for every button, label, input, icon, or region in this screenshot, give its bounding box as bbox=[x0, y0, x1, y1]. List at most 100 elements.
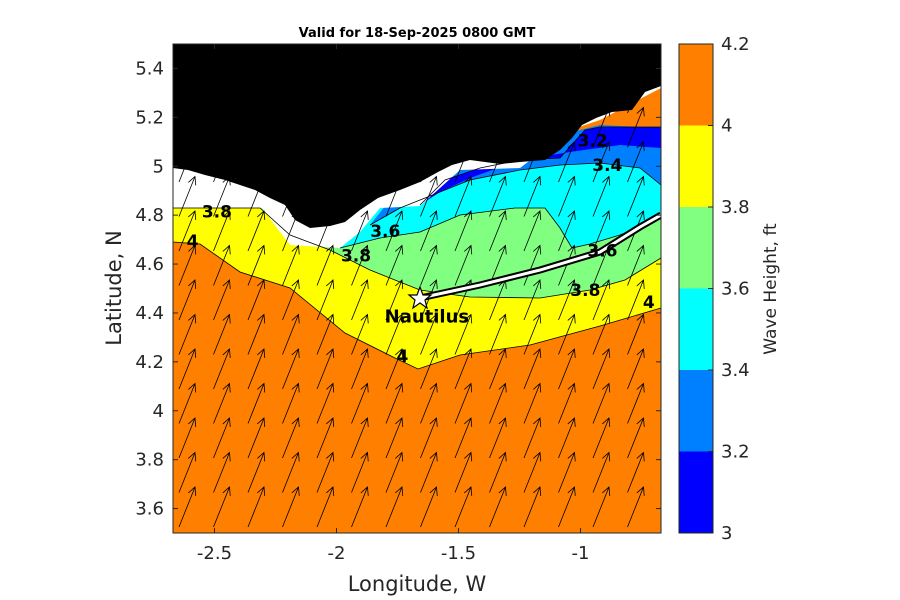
wave-arrow bbox=[316, 279, 335, 321]
wave-arrow bbox=[454, 244, 473, 286]
wave-arrow bbox=[282, 244, 300, 286]
wave-arrow bbox=[351, 244, 369, 286]
wave-arrow bbox=[247, 72, 266, 114]
wave-arrow bbox=[178, 486, 197, 528]
wave-arrow bbox=[385, 175, 404, 217]
y-tick-label: 3.8 bbox=[135, 450, 164, 471]
y-tick-label: 3.6 bbox=[135, 499, 164, 520]
wave-arrow bbox=[282, 486, 300, 528]
colorbar-swatch bbox=[679, 44, 713, 126]
marker-label: Nautilus bbox=[385, 306, 470, 327]
contour-line-3.6 bbox=[339, 207, 661, 249]
wave-arrow bbox=[282, 348, 300, 390]
wave-arrow bbox=[247, 279, 266, 321]
wave-arrow bbox=[420, 210, 438, 252]
wave-arrow bbox=[592, 486, 611, 528]
wave-arrow bbox=[385, 279, 404, 321]
wave-arrow bbox=[282, 210, 300, 252]
y-tick-label: 5 bbox=[153, 156, 164, 177]
wave-arrow bbox=[385, 244, 404, 286]
contour-label: 3.8 bbox=[341, 247, 371, 267]
wave-arrow bbox=[385, 451, 404, 493]
wave-arrow bbox=[385, 382, 404, 424]
y-axis-ticks: 3.63.844.24.44.64.855.25.4 bbox=[135, 58, 661, 520]
contour-label: 3.6 bbox=[370, 222, 400, 242]
wave-arrow bbox=[420, 313, 438, 355]
wave-arrow bbox=[247, 348, 266, 390]
wave-arrow bbox=[213, 210, 231, 252]
wave-arrow bbox=[213, 348, 231, 390]
x-tick-label: -2 bbox=[328, 543, 346, 564]
wave-arrow bbox=[523, 486, 542, 528]
wave-arrow bbox=[213, 382, 231, 424]
wave-arrow bbox=[454, 486, 473, 528]
wave-arrow bbox=[420, 244, 438, 286]
wave-arrow bbox=[523, 106, 542, 148]
wave-arrow bbox=[316, 486, 335, 528]
wave-arrow bbox=[178, 141, 197, 183]
wave-arrow bbox=[351, 72, 369, 114]
wave-arrow bbox=[247, 106, 266, 148]
colorbar: 3 3.2 3.4 3.6 3.8 4 4.2 bbox=[678, 34, 750, 544]
wave-direction-arrows bbox=[178, 44, 679, 528]
contour-label: 3.2 bbox=[578, 132, 608, 152]
wave-arrow bbox=[662, 487, 679, 527]
wave-arrow bbox=[489, 175, 507, 217]
contour-line-3.4 bbox=[369, 162, 661, 226]
wave-arrow bbox=[489, 486, 507, 528]
wave-arrow bbox=[351, 141, 369, 183]
wave-arrow bbox=[316, 451, 335, 493]
wave-arrow bbox=[282, 313, 300, 355]
wave-arrow bbox=[592, 210, 611, 252]
contour-label: 3.4 bbox=[592, 156, 622, 176]
wave-arrow bbox=[316, 417, 335, 459]
wave-arrow bbox=[178, 210, 197, 252]
wave-arrow bbox=[351, 451, 369, 493]
wave-arrow bbox=[523, 279, 542, 321]
wave-arrow bbox=[385, 486, 404, 528]
x-tick-label: -1 bbox=[572, 543, 590, 564]
wave-arrow bbox=[627, 417, 645, 459]
wave-arrow bbox=[662, 211, 679, 251]
x-tick-label: -2.5 bbox=[197, 543, 232, 564]
wave-arrow bbox=[247, 382, 266, 424]
wave-arrow bbox=[420, 417, 438, 459]
wave-arrow bbox=[523, 382, 542, 424]
wave-arrow bbox=[592, 106, 611, 148]
wave-arrow bbox=[454, 175, 473, 217]
wave-arrow bbox=[282, 382, 300, 424]
x-axis-ticks: -2.5 -2 -1.5 -1 bbox=[197, 44, 590, 564]
wave-arrow bbox=[558, 486, 576, 528]
wave-arrow bbox=[178, 313, 197, 355]
wave-arrow bbox=[662, 142, 679, 182]
wave-arrow bbox=[523, 210, 542, 252]
wave-arrow bbox=[351, 348, 369, 390]
wave-arrow bbox=[178, 417, 197, 459]
wave-arrow bbox=[316, 210, 335, 252]
wave-arrow bbox=[454, 348, 473, 390]
wave-arrow bbox=[420, 72, 438, 114]
wave-arrow bbox=[662, 73, 679, 113]
y-tick-label: 4.4 bbox=[135, 303, 164, 324]
wave-arrow bbox=[420, 279, 438, 321]
contour-line-4 bbox=[173, 241, 661, 370]
wave-arrow bbox=[282, 141, 300, 183]
wave-arrow bbox=[316, 175, 335, 217]
wave-arrow bbox=[316, 382, 335, 424]
colorbar-tick-label: 3.4 bbox=[721, 360, 750, 381]
wave-arrow bbox=[662, 108, 679, 148]
x-axis-label: Longitude, W bbox=[348, 572, 487, 596]
wave-arrow bbox=[213, 244, 231, 286]
colorbar-tick-label: 3.2 bbox=[721, 442, 750, 463]
wave-arrow bbox=[454, 382, 473, 424]
x-tick-label: -1.5 bbox=[441, 543, 476, 564]
wave-arrow bbox=[662, 349, 679, 389]
wave-arrow bbox=[179, 44, 180, 45]
wave-arrow bbox=[593, 44, 594, 45]
wave-arrow bbox=[662, 418, 679, 458]
y-tick-label: 4 bbox=[153, 401, 164, 422]
wave-arrow bbox=[662, 384, 679, 424]
wave-arrow bbox=[178, 72, 197, 114]
